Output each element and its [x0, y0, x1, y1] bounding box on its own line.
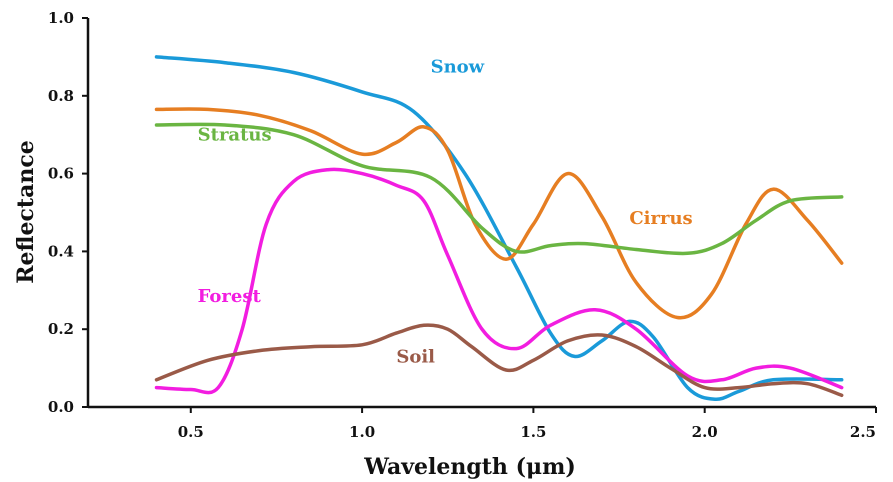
cirrus-series-line: [154, 107, 844, 320]
x-axis-title: Wavelength (μm): [363, 454, 576, 480]
cirrus-series-label: Cirrus: [629, 208, 692, 229]
x-tick-label: 1.0: [349, 423, 375, 441]
x-tick-label: 1.5: [520, 423, 546, 441]
stratus-series-label: Stratus: [198, 125, 272, 146]
axes: [86, 18, 876, 409]
y-tick-label: 0.4: [48, 242, 74, 260]
snow-series-line: [154, 55, 844, 401]
x-tick-label: 2.5: [850, 423, 876, 441]
x-tick-label: 0.5: [178, 423, 204, 441]
soil-series-line: [154, 323, 844, 398]
snow-series-label: Snow: [431, 56, 485, 77]
tick-group: 0.5 1.0 1.5 2.0 2.5 0.0 0.2 0.4 0.6 0.8 1.0: [48, 9, 877, 441]
forest-series-line: [154, 167, 844, 395]
y-tick-label: 0.8: [48, 87, 74, 105]
series-labels: Snow Cirrus Stratus Forest Soil: [198, 56, 693, 367]
y-tick-label: 1.0: [48, 9, 74, 27]
stratus-series-line: [154, 122, 844, 256]
y-tick-label: 0.0: [48, 398, 74, 416]
soil-series-label: Soil: [396, 346, 435, 367]
y-tick-label: 0.6: [48, 165, 74, 183]
forest-series-label: Forest: [198, 286, 262, 307]
series-lines: [154, 55, 844, 401]
y-tick-label: 0.2: [48, 320, 74, 338]
x-tick-label: 2.0: [692, 423, 718, 441]
y-axis-title: Reflectance: [13, 140, 39, 283]
